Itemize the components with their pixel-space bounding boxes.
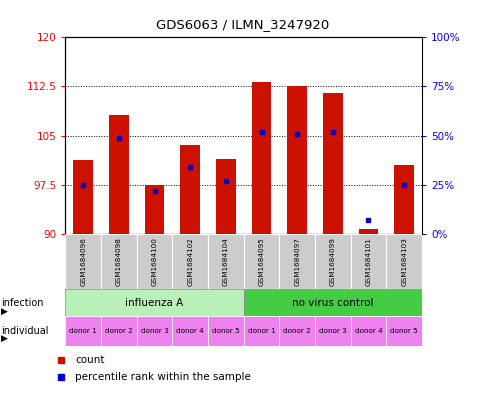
Bar (208, 234, 243, 289)
Bar (109, 115, 128, 234)
Bar (65, 289, 243, 316)
Text: donor 3: donor 3 (140, 328, 168, 334)
Text: GSM1684095: GSM1684095 (258, 237, 264, 286)
Bar (279, 234, 314, 289)
Text: no virus control: no virus control (291, 298, 373, 308)
Text: donor 4: donor 4 (176, 328, 204, 334)
Bar (180, 145, 199, 234)
Text: GDS6063 / ILMN_3247920: GDS6063 / ILMN_3247920 (155, 18, 329, 31)
Bar (136, 234, 172, 289)
Bar (145, 185, 164, 234)
Bar (136, 316, 172, 346)
Text: donor 5: donor 5 (390, 328, 417, 334)
Bar (358, 229, 378, 234)
Text: GSM1684102: GSM1684102 (187, 237, 193, 286)
Bar (322, 93, 342, 234)
Bar (393, 165, 413, 234)
Bar (101, 316, 136, 346)
Bar (243, 234, 279, 289)
Text: GSM1684096: GSM1684096 (80, 237, 86, 286)
Text: count: count (75, 354, 105, 365)
Text: GSM1684103: GSM1684103 (400, 237, 406, 286)
Bar (243, 316, 279, 346)
Bar (208, 316, 243, 346)
Bar (251, 82, 271, 234)
Bar (74, 160, 93, 234)
Text: donor 2: donor 2 (283, 328, 310, 334)
Text: influenza A: influenza A (125, 298, 183, 308)
Bar (279, 316, 314, 346)
Text: GSM1684100: GSM1684100 (151, 237, 157, 286)
Bar (350, 234, 385, 289)
Bar (101, 234, 136, 289)
Text: GSM1684099: GSM1684099 (329, 237, 335, 286)
Text: infection: infection (1, 298, 44, 309)
Bar (314, 316, 350, 346)
Text: GSM1684104: GSM1684104 (223, 237, 228, 286)
Bar (172, 316, 208, 346)
Text: donor 5: donor 5 (212, 328, 239, 334)
Bar (65, 234, 101, 289)
Bar (287, 86, 306, 234)
Bar (385, 316, 421, 346)
Bar (314, 234, 350, 289)
Text: donor 1: donor 1 (69, 328, 97, 334)
Bar (65, 316, 101, 346)
Text: donor 2: donor 2 (105, 328, 133, 334)
Text: donor 4: donor 4 (354, 328, 381, 334)
Text: GSM1684098: GSM1684098 (116, 237, 121, 286)
Text: individual: individual (1, 326, 48, 336)
Bar (243, 289, 421, 316)
Bar (172, 234, 208, 289)
Text: donor 3: donor 3 (318, 328, 346, 334)
Text: percentile rank within the sample: percentile rank within the sample (75, 372, 251, 382)
Text: GSM1684101: GSM1684101 (365, 237, 371, 286)
Text: ▶: ▶ (1, 334, 8, 343)
Text: donor 1: donor 1 (247, 328, 275, 334)
Bar (350, 316, 385, 346)
Text: ▶: ▶ (1, 307, 8, 316)
Bar (385, 234, 421, 289)
Bar (216, 158, 235, 234)
Text: GSM1684097: GSM1684097 (294, 237, 300, 286)
